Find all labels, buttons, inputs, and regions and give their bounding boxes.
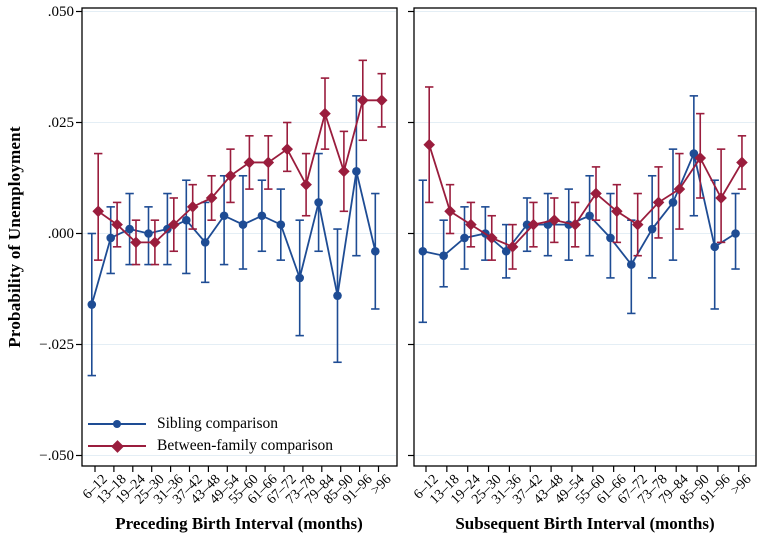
data-point-diamond [652, 196, 665, 209]
data-point-circle [276, 220, 286, 229]
data-point-diamond [673, 183, 686, 195]
data-point-circle [689, 149, 699, 158]
y-tick-label: −.025 [39, 336, 74, 353]
data-point-diamond [611, 205, 623, 218]
data-point-circle [200, 238, 210, 247]
data-point-diamond [243, 156, 256, 169]
data-point-circle [522, 220, 532, 229]
data-point-diamond [375, 94, 388, 107]
data-point-diamond [281, 143, 293, 155]
data-point-circle [647, 224, 657, 234]
data-point-diamond [736, 156, 748, 169]
y-tick-label: .025 [47, 114, 74, 131]
data-point-diamond [423, 138, 435, 151]
data-point-diamond [590, 187, 602, 200]
data-point-diamond [357, 94, 369, 107]
data-point-diamond [694, 152, 707, 164]
data-point-circle [418, 246, 428, 256]
data-point-circle [125, 224, 134, 234]
data-point-diamond [111, 218, 123, 231]
data-point-circle [371, 246, 380, 256]
x-axis-title-right: Subsequent Birth Interval (months) [455, 514, 715, 533]
data-point-circle [606, 233, 615, 243]
data-point-circle [627, 260, 636, 269]
data-point-diamond [715, 192, 727, 204]
panel-frame [81, 7, 398, 467]
data-point-diamond [506, 241, 519, 253]
data-point-circle [333, 291, 342, 300]
data-point-diamond [92, 205, 104, 218]
circle-marker-icon [113, 420, 121, 428]
y-tick-label: .050 [47, 3, 74, 20]
data-point-diamond [130, 236, 142, 249]
series-line [90, 171, 377, 305]
data-point-circle [668, 198, 678, 207]
data-point-circle [87, 300, 97, 309]
data-point-diamond [527, 218, 540, 231]
data-point-diamond [631, 218, 644, 231]
data-point-diamond [338, 165, 350, 178]
x-axis-title-left: Preceding Birth Interval (months) [115, 514, 363, 533]
y-tick-label: −.050 [39, 447, 74, 464]
data-point-circle [106, 233, 115, 243]
data-point-circle [460, 233, 469, 243]
series-line [97, 99, 382, 244]
data-point-circle [314, 198, 323, 207]
diamond-marker-icon [111, 439, 124, 453]
data-point-circle [163, 224, 172, 234]
legend-item-sibling: Sibling comparison [88, 413, 333, 435]
data-point-circle [295, 273, 305, 283]
series-line [428, 144, 743, 248]
data-point-circle [257, 211, 267, 221]
data-point-circle [585, 211, 594, 221]
legend: Sibling comparison Between-family compar… [88, 413, 333, 457]
panel-frame [413, 7, 757, 467]
data-point-circle [238, 220, 248, 229]
y-tick-label: .000 [47, 225, 74, 242]
data-point-diamond [186, 201, 199, 213]
data-point-diamond [300, 178, 312, 191]
data-point-circle [144, 229, 153, 238]
data-point-circle [439, 251, 448, 260]
data-point-diamond [569, 218, 581, 231]
legend-sample-sibling [88, 418, 146, 430]
series-line [422, 150, 737, 267]
data-point-diamond [168, 218, 180, 231]
legend-item-between-family: Between-family comparison [88, 435, 333, 457]
data-point-diamond [205, 192, 218, 204]
data-point-circle [182, 215, 191, 225]
data-point-diamond [444, 205, 456, 218]
legend-label-between-family: Between-family comparison [157, 437, 334, 454]
data-point-diamond [149, 236, 161, 249]
legend-sample-between-family [88, 439, 146, 453]
data-point-diamond [465, 218, 477, 231]
data-point-circle [710, 242, 719, 252]
data-point-circle [219, 211, 229, 221]
data-point-circle [352, 167, 361, 176]
data-point-diamond [485, 232, 498, 244]
data-point-diamond [224, 169, 237, 182]
data-point-diamond [548, 214, 561, 226]
data-point-circle [731, 229, 740, 238]
data-point-diamond [319, 107, 331, 120]
data-point-diamond [262, 156, 275, 169]
legend-label-sibling: Sibling comparison [157, 415, 278, 432]
data-point-circle [501, 246, 511, 256]
